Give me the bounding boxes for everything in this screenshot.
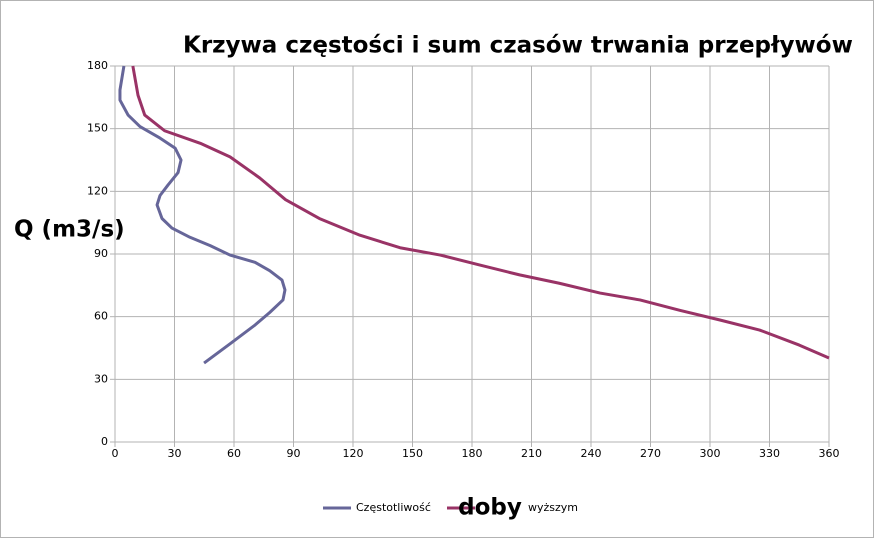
x-tick-label: 90: [287, 447, 301, 460]
x-tick-label: 150: [402, 447, 423, 460]
plot-area: 0 30 60 90 120 150 180 0 30 60 90 120 150 180 210 240 27…: [87, 59, 840, 460]
x-tick-label: 180: [462, 447, 483, 460]
y-tick-label: 150: [87, 122, 108, 135]
x-tick-label: 330: [759, 447, 780, 460]
x-tick-label: 60: [227, 447, 241, 460]
x-tick-label: 300: [700, 447, 721, 460]
x-axis-label: doby: [458, 495, 522, 521]
x-tick-label: 120: [343, 447, 364, 460]
x-tick-label: 0: [112, 447, 119, 460]
y-tick-label: 0: [101, 435, 108, 448]
series-line: [131, 65, 830, 360]
series-line: [118, 65, 287, 365]
x-tick-label: 240: [581, 447, 602, 460]
y-tick-label: 90: [94, 247, 108, 260]
y-tick-label: 30: [94, 372, 108, 385]
y-tick-label: 180: [87, 59, 108, 72]
x-tick-label: 270: [640, 447, 661, 460]
y-tick-label: 120: [87, 184, 108, 197]
chart-title: Krzywa częstości i sum czasów trwania pr…: [183, 33, 853, 59]
y-tick-label: 60: [94, 310, 108, 323]
x-tick-label: 30: [168, 447, 182, 460]
x-tick-label: 360: [819, 447, 840, 460]
x-tick-label: 210: [521, 447, 542, 460]
legend: Częstotliwość wyższym: [323, 501, 578, 514]
legend-label: wyższym: [528, 501, 578, 514]
y-axis-label: Q (m3/s): [14, 217, 125, 243]
legend-label: Częstotliwość: [356, 501, 431, 514]
